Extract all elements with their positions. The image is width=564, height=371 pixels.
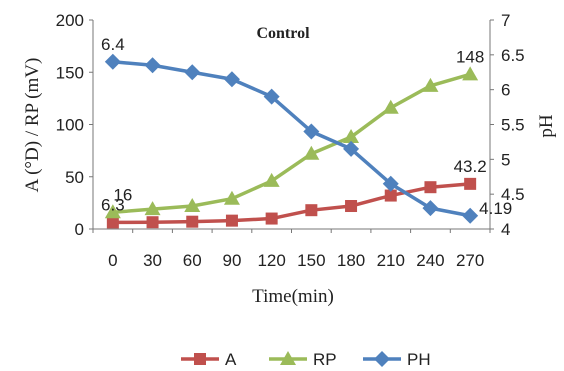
series-rp-point — [144, 201, 161, 216]
chart-axes: 0 50 100 150 200 4 4.5 5 5.5 6 6.5 7 0 30 60 90 120 150 18… — [56, 11, 525, 270]
x-tick-label: 60 — [183, 251, 202, 270]
series-ph-point — [223, 71, 240, 88]
legend-ph-marker — [374, 351, 390, 367]
y-axis-right-title: pH — [536, 114, 557, 138]
y-right-tick-label: 5.5 — [501, 116, 525, 135]
series-a-point — [345, 200, 358, 213]
x-tick-label: 0 — [108, 251, 117, 270]
y-left-tick-label: 200 — [56, 11, 84, 30]
y-left-tick-label: 0 — [75, 220, 84, 239]
x-tick-label: 30 — [143, 251, 162, 270]
series-a-point — [464, 177, 477, 190]
series-ph-point — [184, 64, 201, 81]
chart-data-labels: 6.4 148 166.3 43.2 4.19 — [101, 35, 512, 218]
x-tick-label: 90 — [222, 251, 241, 270]
y-axis-left-title: A (°D) / RP (mV) — [22, 58, 43, 193]
data-label: 4.19 — [479, 199, 512, 218]
series-ph-point — [343, 140, 360, 157]
data-label: 6.4 — [101, 35, 125, 54]
series-ph-line — [112, 60, 471, 218]
chart-title: Control — [256, 25, 310, 42]
series-ph-point — [144, 57, 161, 74]
y-right-tick-label: 4.5 — [501, 185, 525, 204]
legend-a-marker — [194, 353, 206, 365]
series-a-point — [305, 204, 318, 217]
series-rp-point — [184, 198, 201, 213]
series-rp-point — [422, 77, 439, 92]
x-axis-title: Time(min) — [252, 286, 334, 307]
series-ph-point — [462, 207, 479, 224]
x-tick-label: 120 — [257, 251, 285, 270]
series-rp-point — [382, 99, 399, 114]
legend-ph-label: PH — [407, 350, 431, 369]
x-tick-label: 210 — [377, 251, 405, 270]
y-left-tick-label: 100 — [56, 116, 84, 135]
data-label: 16 — [113, 185, 132, 204]
y-left-tick-label: 150 — [56, 63, 84, 82]
series-a-point — [106, 216, 119, 229]
data-label: 148 — [456, 47, 484, 66]
legend-rp-marker — [280, 351, 296, 365]
chart-legend: A RP PH — [181, 350, 431, 369]
y-right-tick-label: 7 — [501, 11, 510, 30]
series-rp-point — [223, 190, 240, 205]
y-right-tick-label: 5 — [501, 150, 510, 169]
series-ph-point — [422, 200, 439, 217]
series-a-point — [186, 215, 199, 228]
data-label: 43.2 — [454, 157, 487, 176]
x-tick-label: 240 — [416, 251, 444, 270]
series-rp-point — [263, 172, 280, 187]
series-rp-point — [303, 145, 320, 160]
y-right-tick-label: 4 — [501, 220, 510, 239]
series-ph-point — [382, 175, 399, 192]
y-right-tick-label: 6 — [501, 81, 510, 100]
series-rp-point — [462, 66, 479, 81]
chart-marks — [104, 53, 479, 229]
series-ph-point — [303, 123, 320, 140]
series-rp-point — [104, 204, 121, 219]
legend-rp-label: RP — [313, 350, 337, 369]
series-a-point — [225, 214, 238, 227]
x-tick-label: 150 — [297, 251, 325, 270]
series-a-point — [146, 216, 159, 229]
y-right-tick-label: 6.5 — [501, 46, 525, 65]
series-a-point — [265, 212, 278, 225]
x-tick-label: 180 — [337, 251, 365, 270]
x-tick-label: 270 — [456, 251, 484, 270]
series-a-point — [424, 181, 437, 194]
series-rp-point — [343, 129, 360, 144]
y-left-tick-label: 50 — [65, 168, 84, 187]
series-ph-point — [263, 88, 280, 105]
legend-a-label: A — [225, 350, 237, 369]
series-rp-line — [112, 72, 471, 215]
data-label: 6.3 — [101, 195, 125, 214]
series-a-point — [384, 189, 397, 202]
series-a-line — [112, 182, 471, 225]
series-ph-point — [104, 53, 121, 70]
